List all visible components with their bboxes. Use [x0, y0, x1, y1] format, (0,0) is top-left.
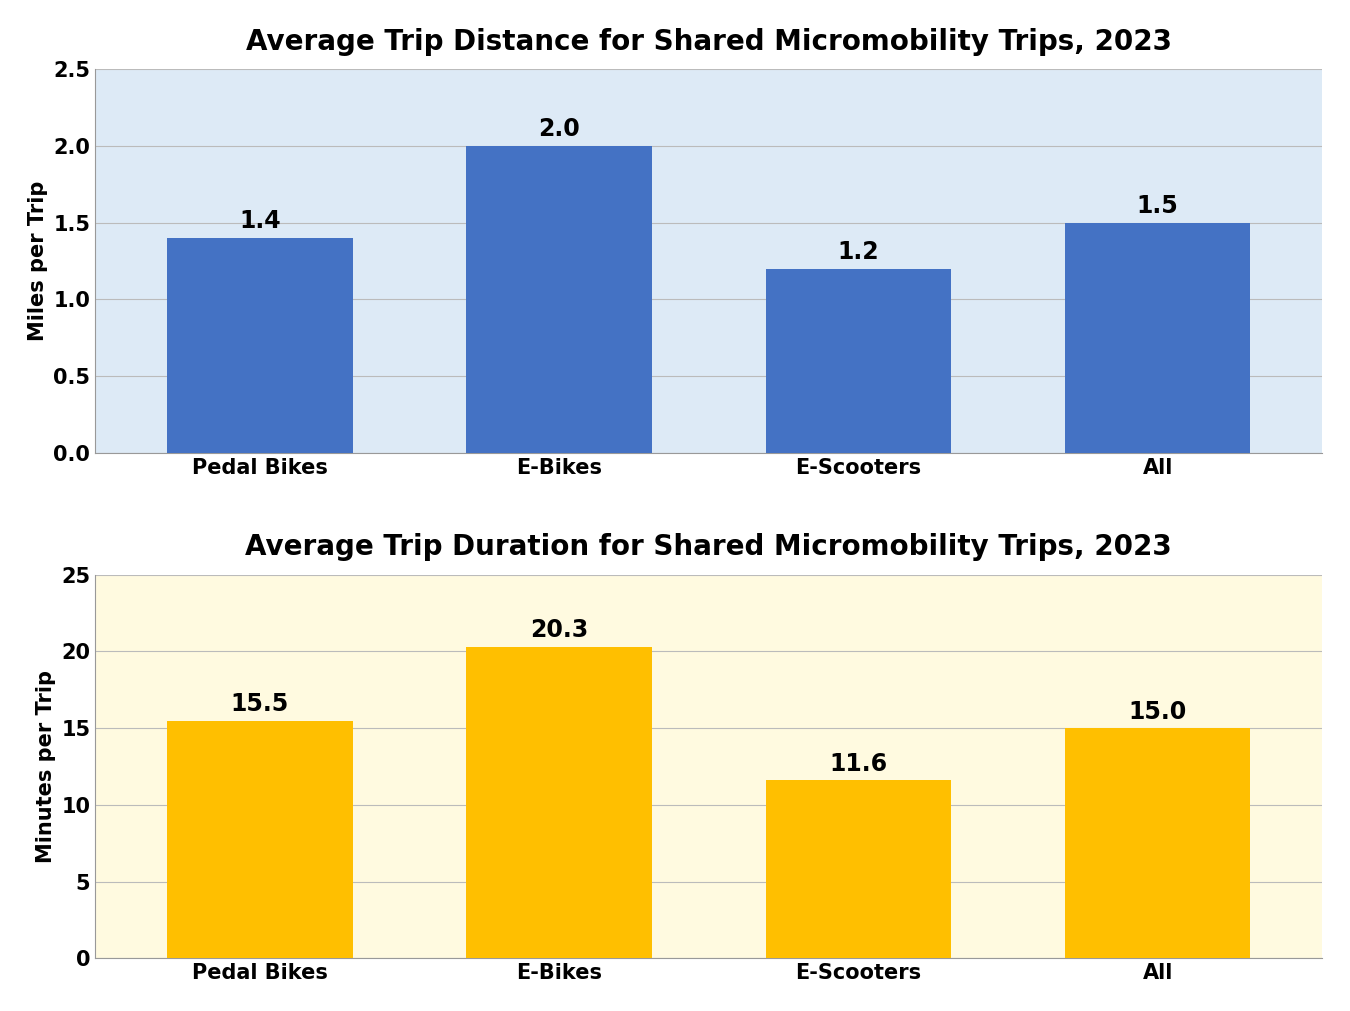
Y-axis label: Minutes per Trip: Minutes per Trip [35, 670, 55, 863]
Bar [466, 647, 652, 958]
Bar [765, 780, 952, 958]
Text: 2.0: 2.0 [539, 117, 580, 142]
Text: 1.4: 1.4 [239, 209, 281, 234]
Bar [765, 269, 952, 453]
Title: Average Trip Duration for Shared Micromobility Trips, 2023: Average Trip Duration for Shared Micromo… [246, 533, 1172, 561]
Y-axis label: Miles per Trip: Miles per Trip [28, 181, 47, 342]
Text: 15.5: 15.5 [231, 692, 289, 716]
Bar [167, 721, 352, 958]
Text: 15.0: 15.0 [1129, 700, 1187, 724]
Bar [466, 146, 652, 453]
Bar [167, 238, 352, 453]
Text: 1.2: 1.2 [837, 240, 879, 264]
Text: 20.3: 20.3 [531, 619, 589, 642]
Title: Average Trip Distance for Shared Micromobility Trips, 2023: Average Trip Distance for Shared Micromo… [246, 27, 1172, 56]
Text: 1.5: 1.5 [1137, 194, 1179, 218]
Bar [1065, 222, 1250, 453]
Text: 11.6: 11.6 [829, 752, 887, 775]
Bar [1065, 728, 1250, 958]
